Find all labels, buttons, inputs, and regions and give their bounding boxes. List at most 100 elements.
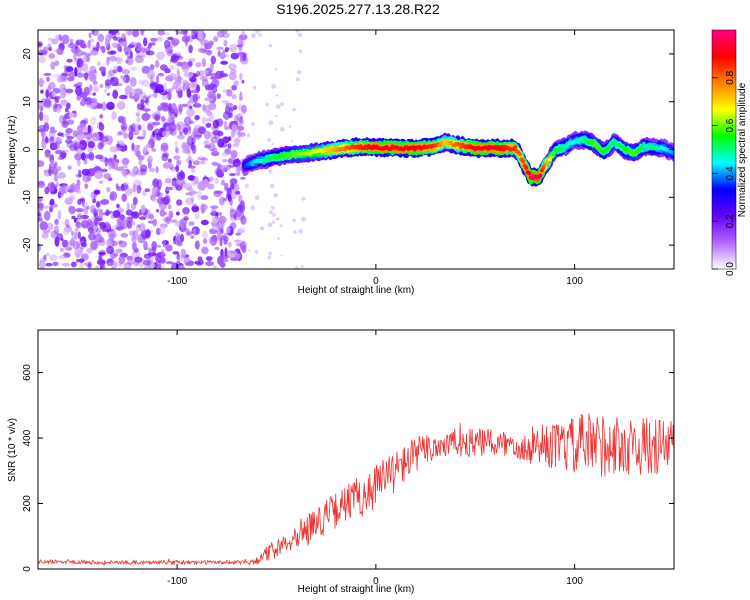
noise-blob	[201, 79, 209, 88]
noise-blob	[71, 110, 77, 114]
noise-blob	[144, 188, 151, 193]
y-tick-label: 10	[22, 96, 33, 108]
noise-blob	[43, 122, 50, 132]
noise-blob	[171, 54, 178, 62]
x-tick-label: -100	[167, 576, 187, 587]
noise-blob	[180, 233, 184, 243]
noise-blob	[97, 33, 105, 43]
noise-blob	[227, 136, 232, 142]
noise-blob	[65, 224, 71, 228]
noise-blob	[206, 49, 213, 56]
noise-blob	[202, 230, 208, 241]
noise-blob	[195, 61, 202, 68]
noise-blob	[168, 87, 174, 93]
noise-blob	[95, 154, 104, 160]
noise-blob	[90, 240, 98, 251]
noise-blob	[168, 106, 172, 117]
noise-blob	[91, 103, 98, 107]
noise-blob	[169, 180, 178, 191]
noise-blob	[80, 120, 89, 125]
noise-blob	[88, 232, 96, 241]
noise-blob	[151, 246, 157, 253]
noise-blob	[229, 43, 238, 53]
noise-blob	[298, 49, 303, 53]
noise-blob	[103, 173, 112, 180]
noise-blob	[239, 91, 243, 99]
noise-blob	[237, 204, 243, 212]
noise-blob	[137, 103, 146, 110]
colorbar-tick-label: 0.0	[725, 262, 736, 276]
noise-blob	[174, 76, 183, 82]
noise-blob	[183, 116, 192, 126]
noise-blob	[190, 235, 195, 239]
noise-blob	[52, 91, 56, 98]
noise-blob	[114, 252, 119, 257]
noise-blob	[268, 169, 273, 174]
noise-blob	[194, 115, 199, 122]
noise-blob	[167, 36, 174, 41]
noise-blob	[179, 218, 185, 228]
noise-blob	[97, 142, 104, 150]
noise-blob	[181, 103, 188, 108]
noise-blob	[207, 142, 216, 152]
noise-blob	[88, 32, 92, 39]
noise-blob	[48, 53, 56, 59]
noise-blob	[129, 168, 137, 178]
noise-blob	[61, 120, 70, 127]
noise-blob	[38, 56, 46, 63]
noise-blob	[236, 172, 241, 176]
noise-blob	[86, 205, 90, 210]
noise-blob	[182, 148, 191, 154]
noise-blob	[268, 43, 273, 48]
ridge-mark	[544, 162, 549, 166]
noise-blob	[217, 130, 224, 137]
noise-blob	[76, 94, 82, 101]
noise-blob	[132, 165, 139, 175]
noise-blob	[123, 132, 128, 139]
noise-blob	[54, 48, 64, 54]
noise-blob	[40, 130, 46, 137]
noise-blob	[155, 84, 165, 94]
noise-blob	[178, 265, 186, 269]
noise-blob	[176, 134, 185, 140]
noise-blob	[89, 221, 95, 227]
noise-blob	[39, 221, 48, 231]
x-tick-label: 100	[566, 276, 583, 287]
noise-blob	[223, 39, 228, 47]
ridge-mark	[517, 152, 522, 156]
y-tick-label: 0	[22, 566, 33, 572]
noise-blob	[157, 244, 161, 248]
noise-blob	[134, 55, 144, 64]
noise-blob	[220, 30, 228, 34]
noise-blob	[155, 132, 162, 141]
noise-blob	[153, 114, 161, 121]
noise-blob	[42, 46, 48, 56]
noise-blob	[66, 58, 73, 63]
noise-blob	[149, 213, 154, 220]
noise-blob	[185, 197, 194, 206]
noise-blob	[149, 64, 155, 71]
noise-blob	[94, 170, 104, 180]
noise-blob	[49, 162, 57, 169]
noise-blob	[132, 30, 140, 38]
noise-blob	[121, 69, 131, 75]
noise-blob	[189, 71, 194, 77]
noise-blob	[126, 202, 130, 212]
noise-blob	[106, 245, 115, 255]
noise-blob	[115, 248, 123, 254]
noise-blob	[145, 143, 152, 149]
noise-blob	[239, 132, 246, 137]
noise-blob	[200, 41, 204, 48]
noise-blob	[223, 232, 228, 237]
noise-blob	[109, 232, 115, 242]
noise-blob	[182, 83, 186, 91]
noise-blob	[116, 101, 126, 110]
noise-blob	[224, 47, 230, 52]
noise-blob	[226, 226, 231, 234]
noise-blob	[119, 142, 127, 146]
noise-blob	[43, 210, 51, 221]
noise-blob	[109, 146, 119, 153]
noise-blob	[239, 240, 247, 250]
noise-blob	[220, 60, 229, 65]
noise-blob	[112, 210, 121, 219]
